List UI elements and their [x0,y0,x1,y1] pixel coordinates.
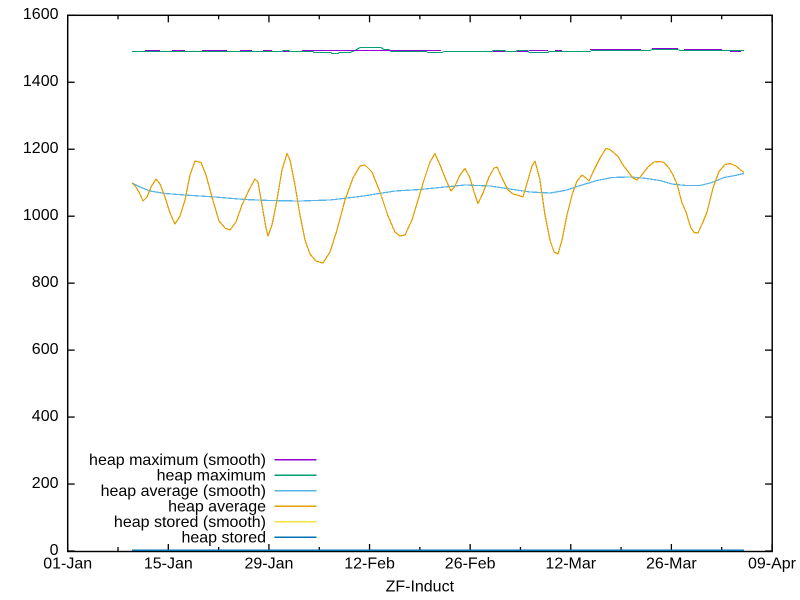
svg-text:12-Mar: 12-Mar [545,556,596,573]
svg-text:heap maximum (smooth): heap maximum (smooth) [89,452,266,469]
svg-text:400: 400 [32,408,59,425]
svg-text:01-Jan: 01-Jan [43,556,92,573]
svg-text:15-Jan: 15-Jan [144,556,193,573]
svg-text:1600: 1600 [23,6,59,23]
svg-text:ZF-Induct: ZF-Induct [386,579,455,596]
svg-text:600: 600 [32,341,59,358]
svg-text:26-Mar: 26-Mar [646,556,697,573]
svg-text:12-Feb: 12-Feb [344,556,395,573]
svg-text:26-Feb: 26-Feb [445,556,496,573]
svg-text:29-Jan: 29-Jan [244,556,293,573]
svg-text:1000: 1000 [23,207,59,224]
svg-text:1200: 1200 [23,140,59,157]
svg-text:200: 200 [32,475,59,492]
svg-text:heap stored (smooth): heap stored (smooth) [114,514,266,531]
svg-text:0: 0 [50,542,59,559]
svg-text:heap maximum: heap maximum [157,468,266,485]
svg-text:800: 800 [32,274,59,291]
svg-text:heap average (smooth): heap average (smooth) [101,483,266,500]
svg-text:09-Apr: 09-Apr [748,556,797,573]
svg-text:heap average: heap average [168,499,266,516]
svg-text:1400: 1400 [23,73,59,90]
svg-text:heap stored: heap stored [181,530,266,547]
